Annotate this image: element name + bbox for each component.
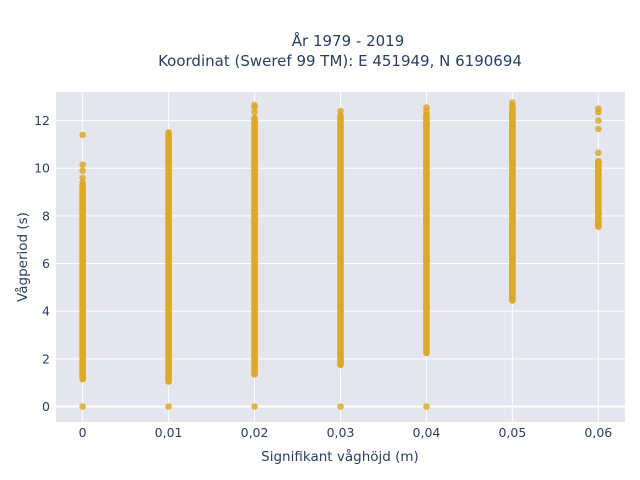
data-point-range xyxy=(423,111,430,357)
data-point-range xyxy=(79,181,86,383)
x-tick-label: 0,04 xyxy=(413,425,441,440)
data-point xyxy=(251,101,258,109)
data-point xyxy=(595,125,602,133)
x-axis-title: Signifikant våghöjd (m) xyxy=(261,448,419,465)
data-point-range xyxy=(165,129,172,385)
y-tick-label: 0 xyxy=(42,399,50,414)
x-tick-label: 0,03 xyxy=(327,425,355,440)
x-tick-labels: 0 0,01 0,02 0,03 0,04 0,05 0,06 xyxy=(79,425,613,440)
chart-title-line-2: Koordinat (Sweref 99 TM): E 451949, N 61… xyxy=(158,52,522,70)
y-tick-label: 2 xyxy=(42,351,50,366)
data-point xyxy=(79,174,86,182)
data-point-range xyxy=(509,102,516,304)
data-points xyxy=(79,99,602,410)
data-point-range xyxy=(595,157,602,230)
x-tick-label: 0,02 xyxy=(241,425,269,440)
data-point xyxy=(337,107,344,115)
data-point xyxy=(251,403,258,410)
x-tick-label: 0 xyxy=(79,425,87,440)
y-tick-label: 8 xyxy=(42,208,50,223)
y-tick-label: 4 xyxy=(42,304,50,319)
data-point xyxy=(595,149,602,157)
y-tick-label: 10 xyxy=(34,161,50,176)
data-point xyxy=(595,117,602,124)
chart-title-line-1: År 1979 - 2019 xyxy=(292,31,405,50)
y-tick-label: 12 xyxy=(34,113,50,128)
data-point xyxy=(79,179,86,186)
data-point-range xyxy=(251,114,258,378)
data-point xyxy=(595,105,602,112)
y-axis-title: Vågperiod (s) xyxy=(14,212,31,302)
data-point xyxy=(337,403,344,410)
x-tick-label: 0,05 xyxy=(498,425,526,440)
x-tick-label: 0,01 xyxy=(155,425,183,440)
data-point xyxy=(509,99,516,107)
data-point xyxy=(79,403,86,410)
data-point-range xyxy=(337,112,344,369)
data-point xyxy=(79,161,86,168)
data-point xyxy=(79,131,86,139)
x-tick-label: 0,06 xyxy=(584,425,612,440)
data-point xyxy=(79,167,86,174)
y-tick-labels: 0 2 4 6 8 10 12 xyxy=(34,113,50,414)
data-point xyxy=(165,403,172,410)
data-point xyxy=(251,108,258,116)
data-point xyxy=(423,104,430,111)
y-tick-label: 6 xyxy=(42,256,50,271)
data-point xyxy=(423,403,430,410)
